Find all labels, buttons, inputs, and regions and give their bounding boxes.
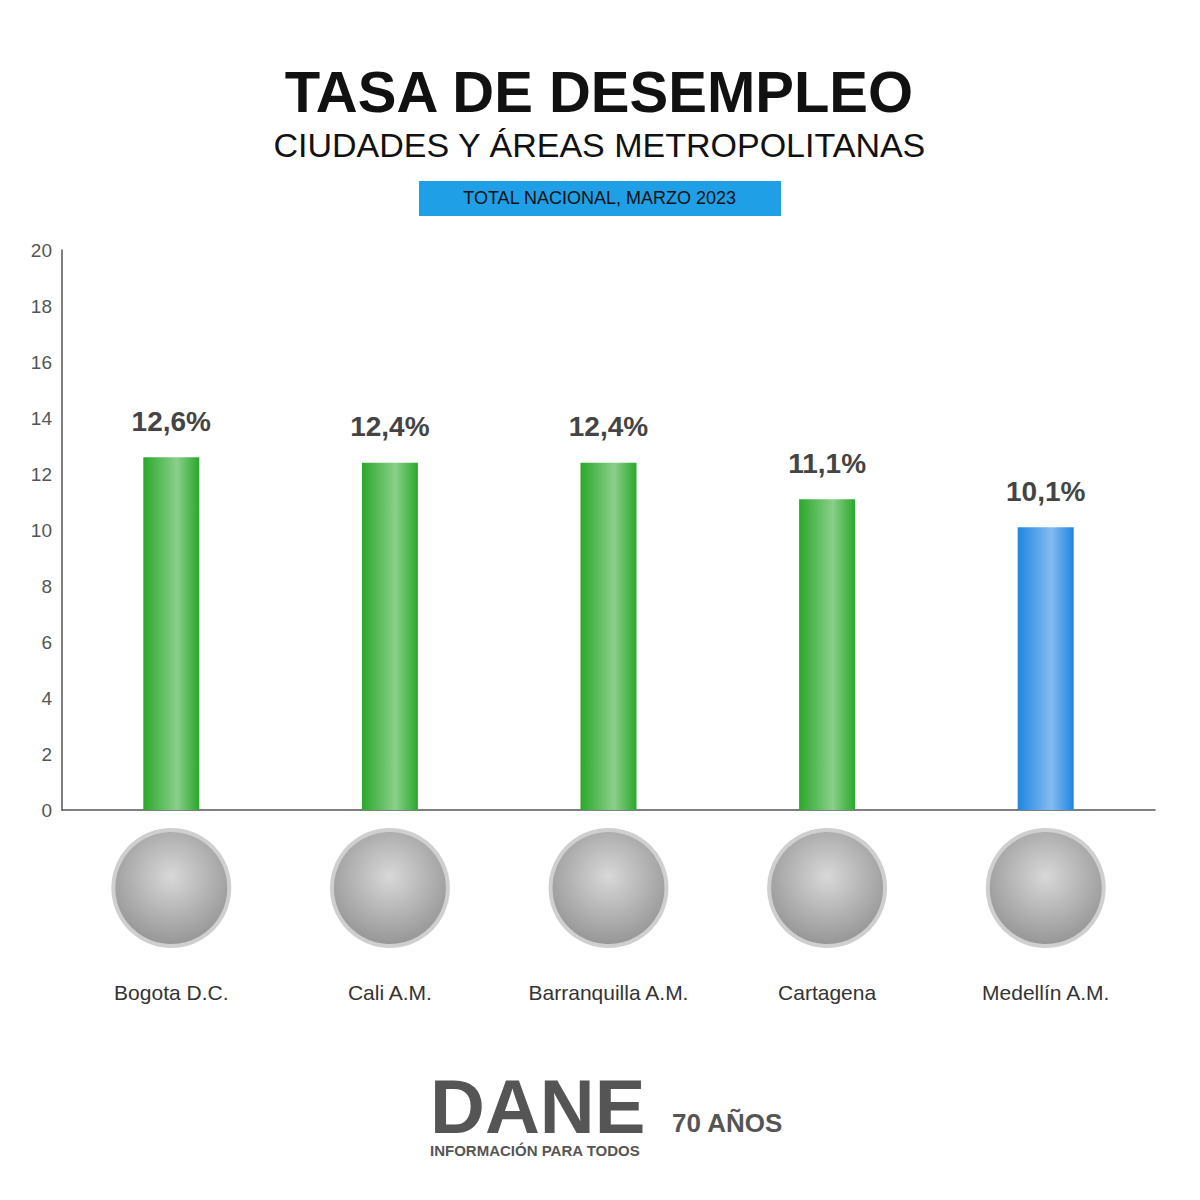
svg-text:10,1%: 10,1% — [1006, 476, 1085, 507]
svg-text:CIUDADES Y ÁREAS METROPOLITANA: CIUDADES Y ÁREAS METROPOLITANAS — [273, 126, 925, 164]
svg-text:Barranquilla A.M.: Barranquilla A.M. — [529, 981, 689, 1004]
svg-text:16: 16 — [31, 352, 52, 373]
svg-text:12: 12 — [31, 464, 52, 485]
svg-text:12,4%: 12,4% — [569, 411, 648, 442]
svg-text:DANE: DANE — [430, 1064, 645, 1149]
svg-text:Cartagena: Cartagena — [778, 981, 876, 1004]
svg-text:2: 2 — [41, 744, 52, 765]
svg-text:TASA DE DESEMPLEO: TASA DE DESEMPLEO — [285, 59, 913, 124]
svg-text:20: 20 — [31, 240, 52, 261]
svg-text:TOTAL NACIONAL, MARZO 2023: TOTAL NACIONAL, MARZO 2023 — [463, 188, 736, 208]
svg-text:11,1%: 11,1% — [788, 448, 866, 479]
svg-text:12,4%: 12,4% — [350, 411, 429, 442]
svg-text:12,6%: 12,6% — [132, 406, 211, 437]
svg-text:Medellín A.M.: Medellín A.M. — [982, 981, 1109, 1004]
svg-text:4: 4 — [41, 688, 52, 709]
svg-text:INFORMACIÓN PARA TODOS: INFORMACIÓN PARA TODOS — [430, 1142, 640, 1159]
svg-text:0: 0 — [41, 800, 52, 821]
svg-text:14: 14 — [31, 408, 53, 429]
svg-text:6: 6 — [41, 632, 52, 653]
svg-text:70 AÑOS: 70 AÑOS — [672, 1108, 782, 1138]
svg-text:10: 10 — [31, 520, 52, 541]
svg-text:8: 8 — [41, 576, 52, 597]
svg-text:Cali A.M.: Cali A.M. — [348, 981, 432, 1004]
svg-text:18: 18 — [31, 296, 52, 317]
svg-text:Bogota D.C.: Bogota D.C. — [114, 981, 228, 1004]
